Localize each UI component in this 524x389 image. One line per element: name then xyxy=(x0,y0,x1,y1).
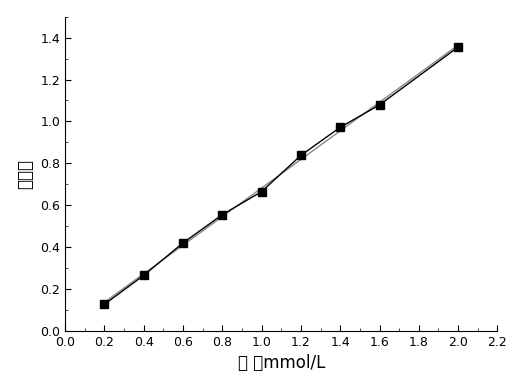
Y-axis label: 吸光度: 吸光度 xyxy=(17,159,35,189)
X-axis label: 浓 度mmol/L: 浓 度mmol/L xyxy=(237,354,325,372)
